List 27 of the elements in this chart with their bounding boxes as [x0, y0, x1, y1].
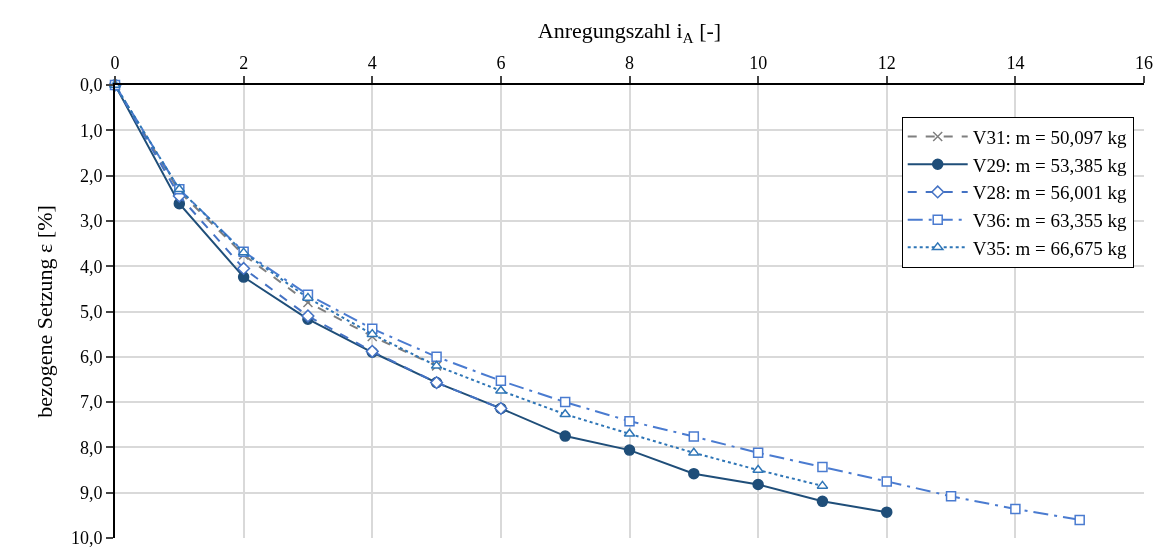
legend-label: V28: m = 56,001 kg: [972, 182, 1127, 204]
y-tick-label: 8,0: [79, 437, 103, 458]
x-tick-label: 12: [877, 52, 896, 73]
y-axis-title: bezogene Setzung ε [%]: [32, 205, 58, 418]
legend-label: V29: m = 53,385 kg: [972, 154, 1127, 176]
y-tick-label: 10,0: [70, 528, 103, 549]
y-tick-label: 0,0: [79, 75, 103, 96]
x-tick-label: 6: [496, 52, 506, 73]
x-tick-label: 0: [110, 52, 120, 73]
x-axis-title: Anregungszahl i$_{A}$ [-]: [537, 18, 722, 46]
y-tick-label: 6,0: [79, 347, 103, 368]
y-tick-label: 5,0: [79, 301, 103, 322]
y-tick-label: 4,0: [79, 256, 103, 277]
x-tick-label: 2: [239, 52, 249, 73]
x-tick-label: 8: [625, 52, 634, 73]
legend-label: V36: m = 63,355 kg: [972, 210, 1127, 232]
x-tick-label: 10: [749, 52, 768, 73]
x-tick-label: 16: [1135, 52, 1153, 73]
x-tick-label: 14: [1006, 52, 1025, 73]
y-tick-label: 1,0: [79, 120, 103, 141]
y-tick-label: 2,0: [79, 165, 103, 186]
legend-label: V31: m = 50,097 kg: [972, 126, 1127, 148]
y-tick-label: 7,0: [79, 392, 103, 413]
legend-label: V35: m = 66,675 kg: [972, 237, 1127, 259]
y-tick-label: 3,0: [79, 211, 103, 232]
y-tick-label: 9,0: [79, 483, 103, 503]
x-tick-label: 4: [367, 52, 377, 73]
